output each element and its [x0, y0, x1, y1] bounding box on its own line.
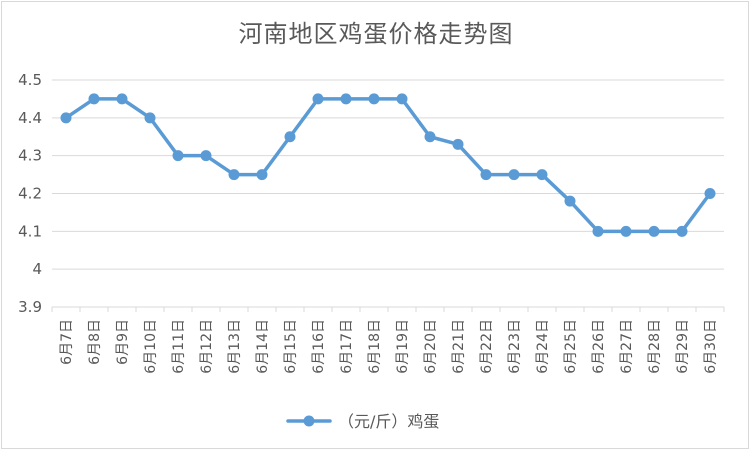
series-line [64, 97, 712, 234]
y-tick-label: 4.2 [18, 185, 42, 203]
x-tick-label: 6月23日 [507, 319, 523, 374]
data-point [200, 150, 212, 162]
y-tick-label: 3.9 [18, 298, 42, 316]
data-point [620, 225, 632, 237]
x-tick-label: 6月14日 [255, 319, 271, 374]
series-egg-price [60, 93, 716, 237]
x-tick-label: 6月22日 [479, 319, 495, 374]
data-point [480, 169, 492, 181]
data-point [284, 131, 296, 143]
data-point [452, 138, 464, 150]
x-tick-label: 6月16日 [311, 319, 327, 374]
x-tick-label: 6月9日 [115, 319, 131, 365]
data-point [564, 195, 576, 207]
x-tick-label: 6月11日 [171, 319, 187, 374]
x-tick-label: 6月18日 [367, 319, 383, 374]
data-point [508, 169, 520, 181]
x-axis: 6月7日 6月8日 6月9日 6月10日 6月11日 6月12日 6月13日 6月14日 6月1… [51, 306, 725, 374]
data-point [60, 112, 72, 124]
data-point [676, 225, 688, 237]
y-tick-label: 4.5 [18, 71, 42, 89]
data-point [312, 93, 324, 105]
data-point [256, 169, 268, 181]
data-point [536, 169, 548, 181]
data-point [144, 112, 156, 124]
x-tick-label: 6月30日 [703, 319, 719, 374]
x-tick-label: 6月19日 [395, 319, 411, 374]
y-tick-label: 4.4 [18, 109, 42, 127]
x-tick-label: 6月27日 [619, 319, 635, 374]
chart-title: 河南地区鸡蛋价格走势图 [238, 20, 514, 48]
x-tick-label: 6月29日 [675, 319, 691, 374]
x-tick-label: 6月10日 [143, 319, 159, 374]
data-point [592, 225, 604, 237]
legend-marker [303, 415, 315, 427]
x-tick-label: 6月21日 [451, 319, 467, 374]
x-tick-label: 6月13日 [227, 319, 243, 374]
x-tick-label: 6月12日 [199, 319, 215, 374]
data-point [704, 188, 716, 199]
x-tick-label: 6月15日 [283, 319, 299, 374]
x-tick-label: 6月7日 [59, 319, 75, 365]
data-point [228, 169, 240, 181]
data-point [340, 93, 352, 105]
data-point [116, 93, 128, 105]
x-tick-label: 6月8日 [87, 319, 103, 365]
x-tick-label: 6月17日 [339, 319, 355, 374]
y-tick-label: 4 [32, 260, 42, 278]
x-tick-label: 6月24日 [535, 319, 551, 374]
data-point [424, 131, 436, 143]
y-tick-label: 4.3 [18, 147, 42, 165]
y-tick-label: 4.1 [18, 222, 42, 240]
legend: （元/斤）鸡蛋 [286, 412, 439, 431]
data-point [396, 93, 408, 105]
legend-label: （元/斤）鸡蛋 [338, 412, 439, 431]
data-point [88, 93, 100, 105]
x-tick-label: 6月20日 [423, 319, 439, 374]
y-axis: 3.9 4 4.1 4.2 4.3 4.4 4.5 [18, 71, 42, 316]
x-tick-label: 6月25日 [563, 319, 579, 374]
data-point [648, 225, 660, 237]
x-tick-label: 6月26日 [591, 319, 607, 374]
data-point [368, 93, 380, 105]
data-point [172, 150, 184, 162]
x-tick-label: 6月28日 [647, 319, 663, 374]
